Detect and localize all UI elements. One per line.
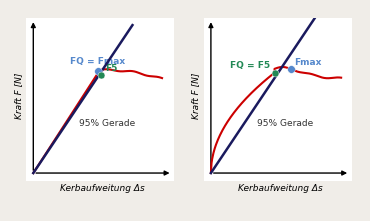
Text: F5: F5 xyxy=(105,64,118,73)
Text: Kerbaufweitung Δs: Kerbaufweitung Δs xyxy=(60,185,145,194)
Text: Kerbaufweitung Δs: Kerbaufweitung Δs xyxy=(238,185,323,194)
Text: FQ = F5: FQ = F5 xyxy=(230,61,270,70)
Text: Kraft F [N]: Kraft F [N] xyxy=(192,73,201,119)
Text: Fmax: Fmax xyxy=(295,58,322,67)
Text: 95% Gerade: 95% Gerade xyxy=(79,120,135,128)
Text: FQ = Fmax: FQ = Fmax xyxy=(70,57,125,66)
Text: 95% Gerade: 95% Gerade xyxy=(257,120,313,128)
Text: Kraft F [N]: Kraft F [N] xyxy=(14,73,23,119)
